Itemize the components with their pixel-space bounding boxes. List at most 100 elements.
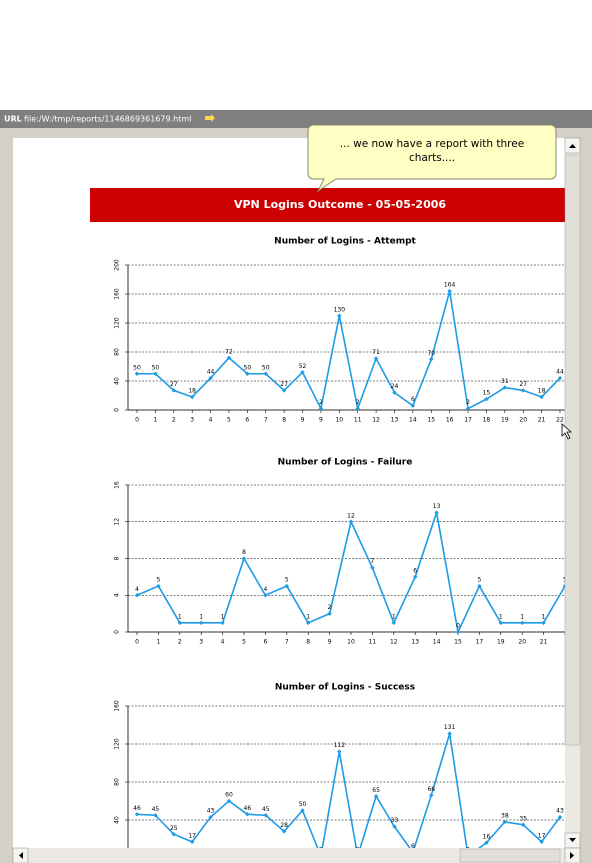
point-marker (327, 611, 332, 616)
data-label: 46 (133, 805, 141, 812)
y-tick-label: 40 (114, 816, 121, 824)
h-scrollbar[interactable] (13, 848, 580, 863)
point-marker (153, 371, 158, 376)
point-marker (208, 375, 213, 381)
point-marker (498, 620, 503, 626)
point-marker (306, 620, 311, 626)
x-tick-label: 8 (306, 639, 310, 646)
data-label: 5 (563, 577, 567, 584)
url-address[interactable]: file:/W:/tmp/reports/1146869361679.html (24, 115, 191, 124)
data-label: 50 (299, 801, 307, 808)
data-label: 2 (319, 399, 323, 406)
x-tick-label: 13 (391, 417, 399, 424)
url-bar (0, 110, 592, 128)
y-tick-label: 160 (114, 288, 121, 300)
point-marker (300, 370, 305, 375)
point-marker (156, 583, 161, 589)
right-arrow-icon (570, 852, 574, 859)
data-label: 7 (370, 558, 374, 565)
data-label: 112 (334, 742, 346, 749)
point-marker (208, 814, 213, 820)
x-tick-label: 6 (263, 639, 267, 646)
x-tick-label: 1 (156, 639, 160, 646)
point-marker (539, 839, 544, 845)
data-label: 1 (542, 613, 546, 620)
x-tick-label: 16 (446, 417, 454, 424)
series-line (136, 733, 561, 848)
y-tick-label: 8 (114, 556, 121, 560)
point-marker (521, 822, 526, 827)
h-scroll-thumb[interactable] (459, 848, 561, 863)
point-marker (562, 583, 565, 589)
x-tick-label: 4 (221, 639, 225, 646)
data-label: 1 (520, 613, 524, 620)
up-arrow-icon (569, 144, 576, 148)
go-arrow[interactable] (205, 114, 215, 122)
chart-title: Number of Logins - Failure (278, 458, 413, 468)
point-marker (263, 371, 268, 376)
data-label: 5 (156, 577, 160, 584)
x-tick-label: 14 (433, 639, 441, 646)
point-marker (134, 371, 140, 376)
point-marker (447, 288, 452, 294)
callout (307, 124, 557, 193)
point-marker (263, 593, 268, 598)
left-arrow-icon (19, 852, 23, 859)
data-label: 1 (306, 613, 310, 620)
data-label: 31 (501, 378, 509, 385)
y-tick-label: 0 (114, 408, 121, 412)
x-tick-label: 19 (497, 639, 505, 646)
point-marker (521, 388, 526, 393)
data-label: 38 (501, 812, 509, 819)
data-label: 50 (133, 364, 141, 371)
x-tick-label: 22 (556, 417, 564, 424)
y-tick-label: 160 (114, 700, 121, 712)
point-marker (410, 403, 416, 408)
v-scroll-thumb[interactable] (564, 154, 581, 746)
point-marker (502, 819, 508, 825)
x-tick-label: 17 (476, 639, 484, 646)
point-marker (557, 375, 563, 381)
data-label: 6 (411, 396, 415, 403)
data-label: 2 (328, 604, 332, 611)
y-tick-label: 120 (114, 738, 121, 750)
x-tick-label: 7 (264, 417, 268, 424)
point-marker (557, 814, 563, 820)
point-marker (434, 510, 439, 515)
point-marker (263, 813, 268, 818)
point-marker (520, 620, 525, 626)
y-tick-label: 200 (114, 259, 121, 271)
mouse-cursor (561, 423, 573, 440)
data-label: 35 (519, 815, 527, 822)
data-label: 72 (225, 348, 233, 355)
point-marker (413, 574, 418, 580)
data-label: 6 (411, 843, 415, 850)
x-tick-label: 21 (540, 639, 548, 646)
data-label: 17 (538, 832, 546, 839)
x-tick-label: 20 (519, 417, 527, 424)
point-marker (300, 808, 305, 813)
point-marker (455, 629, 461, 635)
point-marker (281, 388, 287, 393)
data-label: 44 (207, 369, 215, 376)
data-label: 130 (334, 306, 346, 313)
x-tick-label: 9 (328, 639, 332, 646)
x-tick-label: 1 (153, 417, 157, 424)
x-tick-label: 21 (538, 417, 546, 424)
x-tick-label: 12 (372, 417, 380, 424)
x-tick-label: 9 (319, 417, 323, 424)
data-label: 1 (199, 613, 203, 620)
page-viewport (13, 138, 565, 848)
point-marker (220, 620, 225, 626)
data-label: 60 (225, 792, 233, 799)
y-tick-label: 16 (114, 481, 121, 489)
data-label: 12 (347, 512, 355, 519)
point-marker (337, 313, 342, 318)
point-marker (484, 396, 489, 402)
data-label: 71 (372, 349, 380, 356)
point-marker (134, 593, 140, 598)
point-marker (284, 583, 289, 589)
point-marker (318, 406, 324, 411)
y-tick-label: 80 (114, 348, 121, 356)
data-label: 43 (556, 808, 564, 815)
